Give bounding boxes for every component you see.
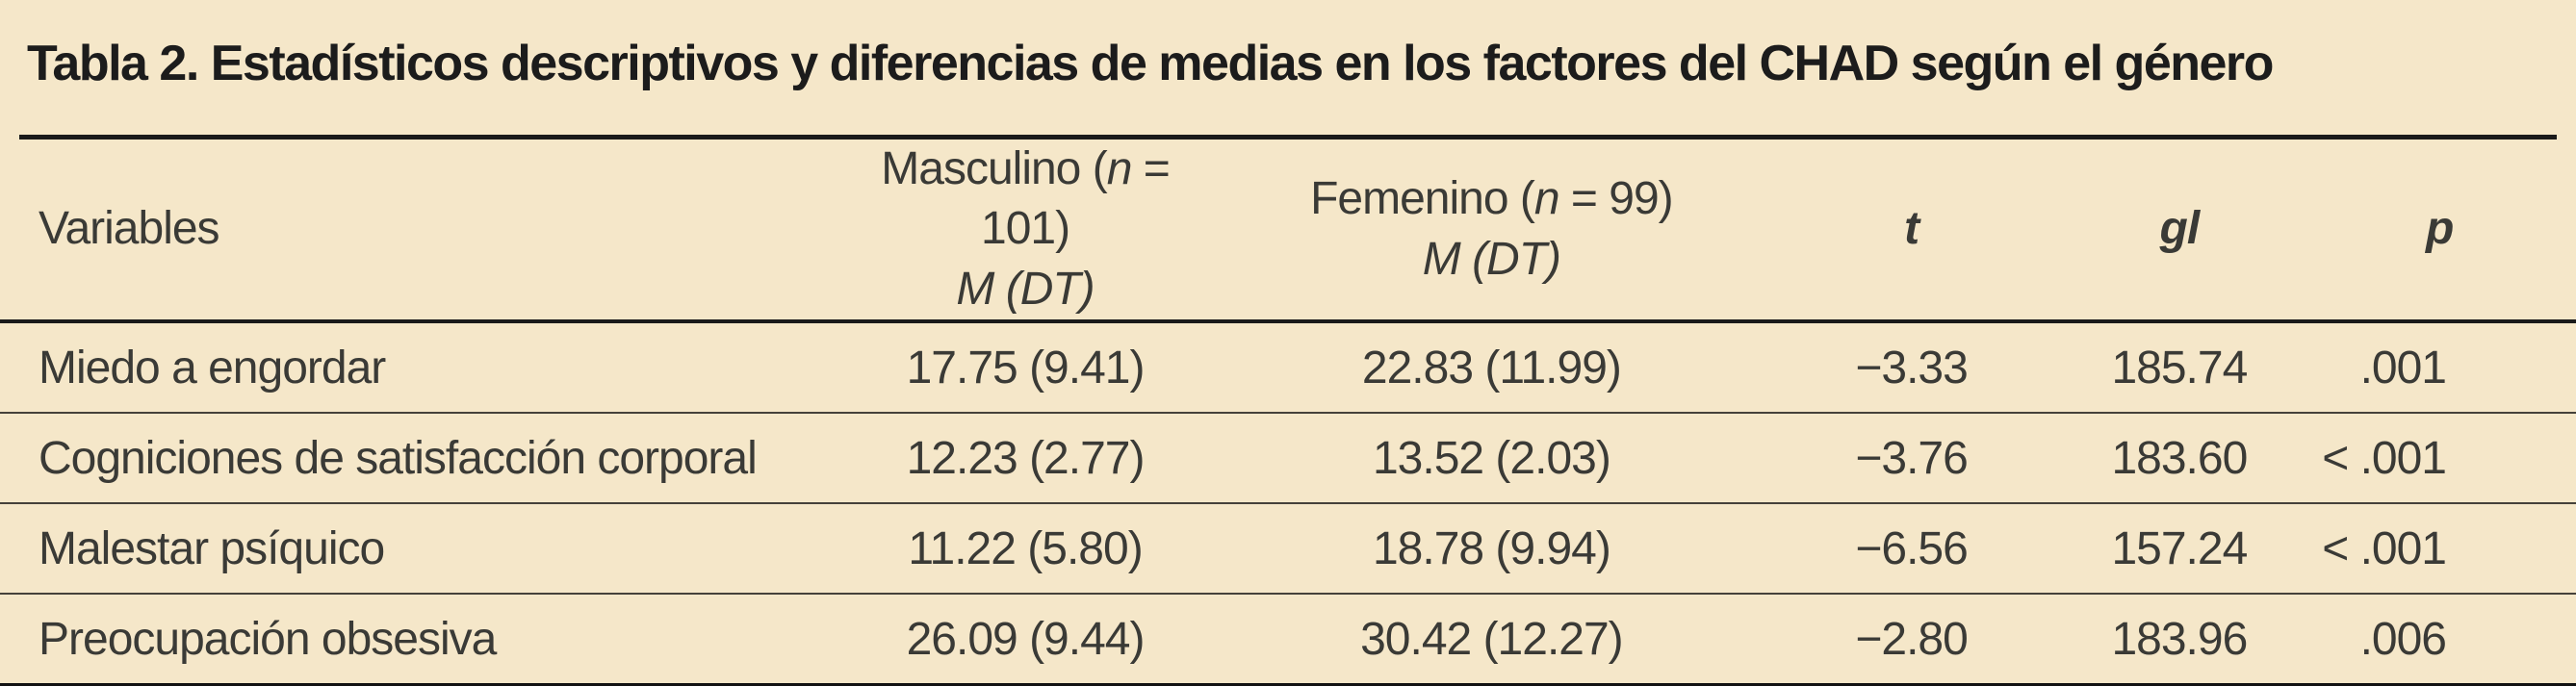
header-femenino: Femenino (n = 99) M (DT) [1216,140,1767,324]
row-femenino-value: 18.78 (9.94) [1216,503,1767,596]
table-title: Tabla 2. Estadísticos descriptivos y dif… [27,36,2274,91]
table-row: Miedo a engordar 17.75 (9.41) 22.83 (11.… [0,321,2576,415]
row-variable: Malestar psíquico [0,503,836,596]
table-row: Cogniciones de satisfacción corporal 12.… [0,413,2576,505]
header-femenino-mdt: M (DT) [1422,233,1561,285]
row-femenino-value: 13.52 (2.03) [1216,413,1767,505]
row-masculino-value: 26.09 (9.44) [835,594,1217,686]
row-p-value: .001 [2303,321,2576,415]
header-masculino: Masculino (n = 101) M (DT) [835,140,1217,324]
header-variables: Variables [0,140,836,324]
row-gl-value: 183.96 [2055,594,2304,686]
title-rule [19,135,2557,140]
row-variable: Preocupación obsesiva [0,594,836,686]
row-t-value: −2.80 [1766,594,2056,686]
row-variable: Miedo a engordar [0,321,836,415]
header-row: Variables Masculino (n = 101) M (DT) Fem… [0,140,2576,324]
header-femenino-line1: Femenino (n = 99) [1310,173,1674,225]
table-body: Miedo a engordar 17.75 (9.41) 22.83 (11.… [0,321,2576,686]
row-p-value: < .001 [2303,413,2576,505]
header-p: p [2303,140,2576,324]
row-t-value: −3.33 [1766,321,2056,415]
row-masculino-value: 12.23 (2.77) [835,413,1217,505]
row-gl-value: 183.60 [2055,413,2304,505]
table-row: Preocupación obsesiva 26.09 (9.44) 30.42… [0,594,2576,686]
row-masculino-value: 17.75 (9.41) [835,321,1217,415]
header-masculino-mdt: M (DT) [956,263,1095,315]
row-gl-value: 185.74 [2055,321,2304,415]
row-p-value: .006 [2303,594,2576,686]
header-masculino-line1: Masculino (n = 101) [881,143,1170,255]
row-t-value: −6.56 [1766,503,2056,596]
row-t-value: −3.76 [1766,413,2056,505]
row-femenino-value: 30.42 (12.27) [1216,594,1767,686]
header-t: t [1766,140,2056,324]
row-gl-value: 157.24 [2055,503,2304,596]
table-row: Malestar psíquico 11.22 (5.80) 18.78 (9.… [0,503,2576,596]
table-header: Variables Masculino (n = 101) M (DT) Fem… [0,140,2576,324]
row-femenino-value: 22.83 (11.99) [1216,321,1767,415]
header-gl: gl [2055,140,2304,324]
descriptive-stats-table: Variables Masculino (n = 101) M (DT) Fem… [0,140,2576,686]
row-variable: Cogniciones de satisfacción corporal [0,413,836,505]
row-p-value: < .001 [2303,503,2576,596]
row-masculino-value: 11.22 (5.80) [835,503,1217,596]
